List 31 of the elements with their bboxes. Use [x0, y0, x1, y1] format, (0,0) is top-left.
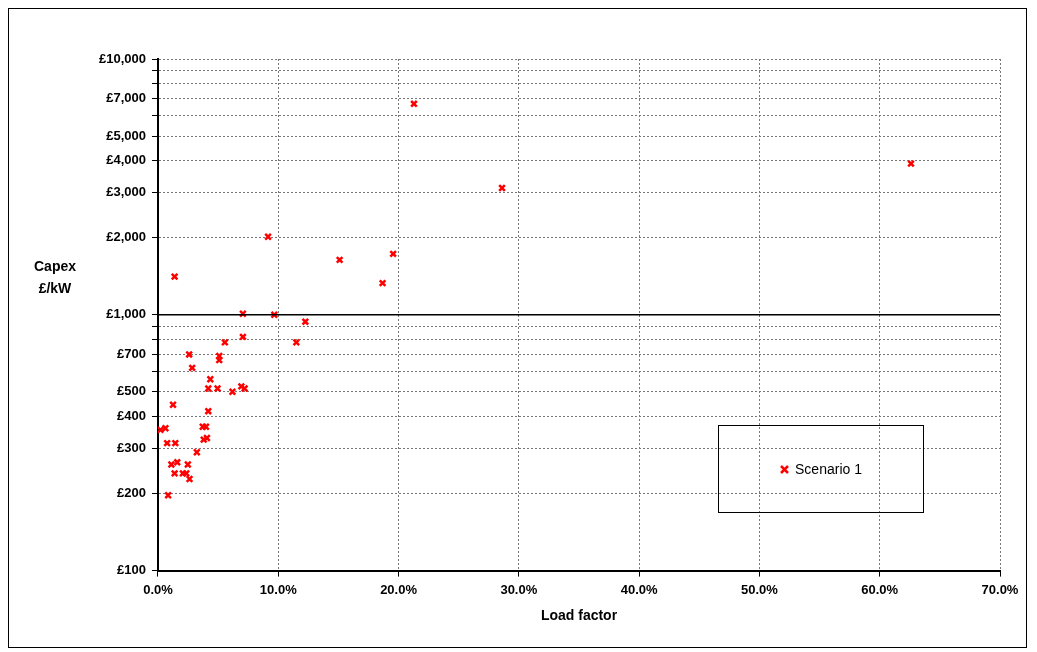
- y-tick-label: £4,000: [106, 152, 146, 168]
- legend-label: Scenario 1: [795, 461, 862, 477]
- y-tick-label: £10,000: [98, 50, 146, 66]
- point: [906, 159, 916, 168]
- x-tick-label: 20.0%: [380, 581, 418, 597]
- y-tick-label: £500: [117, 383, 146, 399]
- y-tick-label: £5,000: [106, 127, 146, 143]
- y-tick-label: £700: [117, 346, 146, 361]
- x-tick-label: 60.0%: [861, 581, 899, 597]
- y-axis-title: Capex £/kW: [33, 257, 77, 298]
- y-tick-label: £300: [117, 440, 146, 456]
- y-tick-label: £200: [117, 485, 146, 501]
- x-tick-label: 0.0%: [143, 581, 174, 597]
- point: [228, 387, 237, 396]
- point: [263, 232, 273, 241]
- y-tick-label: £100: [117, 562, 146, 578]
- point: [220, 338, 229, 347]
- x-tick-label: 50.0%: [740, 581, 779, 597]
- y-tick-label: £2,000: [106, 229, 146, 245]
- y-tick-label: £3,000: [106, 184, 146, 200]
- point: [378, 279, 387, 288]
- x-tick-label: 70.0%: [981, 581, 1019, 597]
- y-tick-label: £7,000: [106, 90, 146, 106]
- x-tick-label: 10.0%: [259, 581, 298, 597]
- point: [185, 350, 194, 359]
- y-tick-label: £400: [117, 408, 146, 424]
- point: [157, 425, 165, 434]
- x-axis-title: Load factor: [540, 607, 618, 624]
- y-tick-label: £1,000: [106, 306, 146, 322]
- x-tick-label: 40.0%: [620, 581, 658, 597]
- x-tick-label: 30.0%: [500, 581, 538, 597]
